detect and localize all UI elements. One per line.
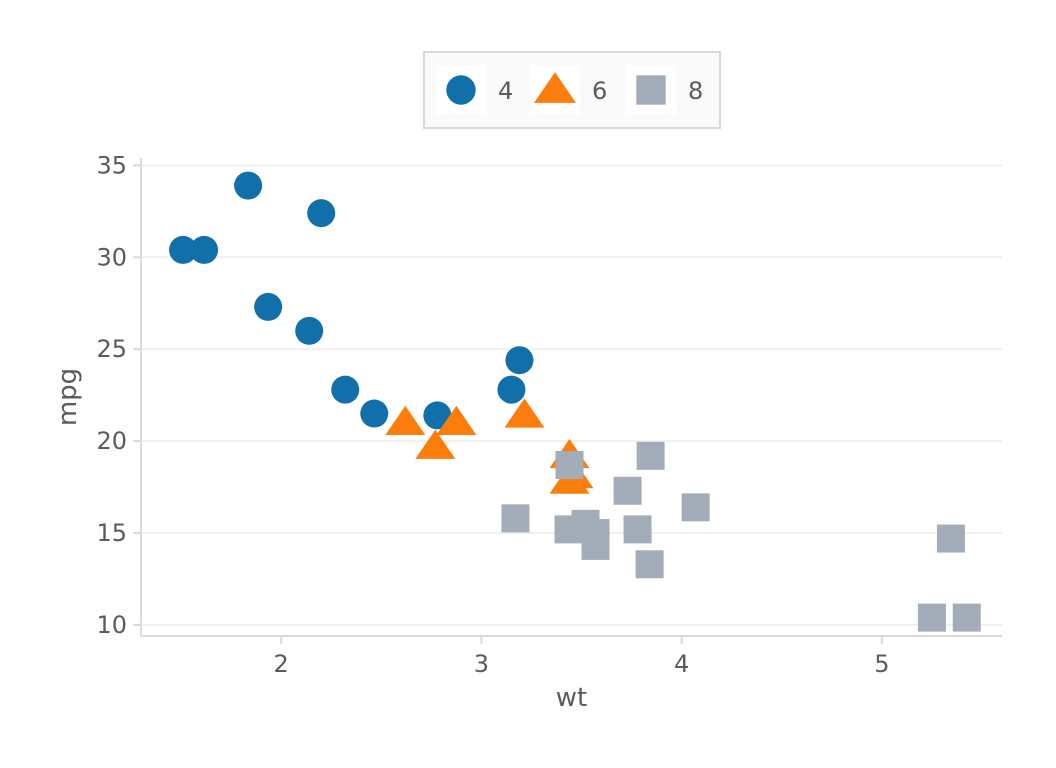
data-point-8 — [681, 493, 710, 522]
y-tick-label: 15 — [96, 519, 127, 547]
data-point-8 — [952, 603, 981, 632]
data-point-8 — [635, 550, 664, 579]
data-point-8 — [623, 515, 652, 544]
x-axis-title: wt — [556, 683, 587, 713]
data-point-4 — [254, 292, 283, 321]
data-point-8 — [936, 524, 965, 553]
y-axis-title: mpg — [53, 368, 83, 426]
x-tick-label: 5 — [874, 650, 889, 678]
grid-lines — [141, 164, 1002, 626]
x-tick-label: 2 — [274, 650, 289, 678]
data-points — [169, 171, 981, 632]
data-point-8 — [581, 519, 610, 548]
y-tick-label: 20 — [96, 427, 127, 455]
legend: 4 6 8 — [423, 51, 721, 129]
data-point-4 — [331, 375, 360, 404]
y-tick-label: 10 — [96, 611, 127, 639]
legend-key-6 — [534, 72, 576, 103]
y-tick-label: 35 — [96, 151, 127, 179]
x-tick-label: 3 — [474, 650, 489, 678]
data-point-4 — [505, 346, 534, 375]
x-tick-label: 4 — [674, 650, 689, 678]
data-point-6 — [415, 429, 456, 459]
data-point-4 — [169, 235, 198, 264]
legend-label: 8 — [688, 77, 703, 105]
data-point-4 — [497, 375, 526, 404]
data-point-8 — [613, 476, 642, 505]
data-point-4 — [234, 171, 263, 200]
legend-label: 4 — [498, 77, 513, 105]
data-point-4 — [360, 399, 389, 428]
y-tick-label: 25 — [96, 335, 127, 363]
y-tick-label: 30 — [96, 243, 127, 271]
data-point-4 — [423, 401, 452, 430]
data-point-8 — [555, 451, 584, 480]
legend-label: 6 — [592, 77, 607, 105]
data-point-8 — [636, 441, 665, 470]
data-point-4 — [307, 199, 336, 228]
tick-labels: 10 15 20 25 30 35 2 3 4 5 — [96, 151, 889, 678]
data-point-6 — [436, 405, 477, 435]
legend-key-4 — [446, 75, 476, 105]
data-point-8 — [917, 603, 946, 632]
data-point-8 — [501, 504, 530, 533]
axes — [133, 158, 1002, 644]
data-point-6 — [504, 398, 545, 428]
legend-key-8 — [636, 75, 666, 105]
data-point-6 — [385, 405, 426, 435]
data-point-4 — [295, 316, 324, 345]
data-point-4 — [190, 235, 219, 264]
